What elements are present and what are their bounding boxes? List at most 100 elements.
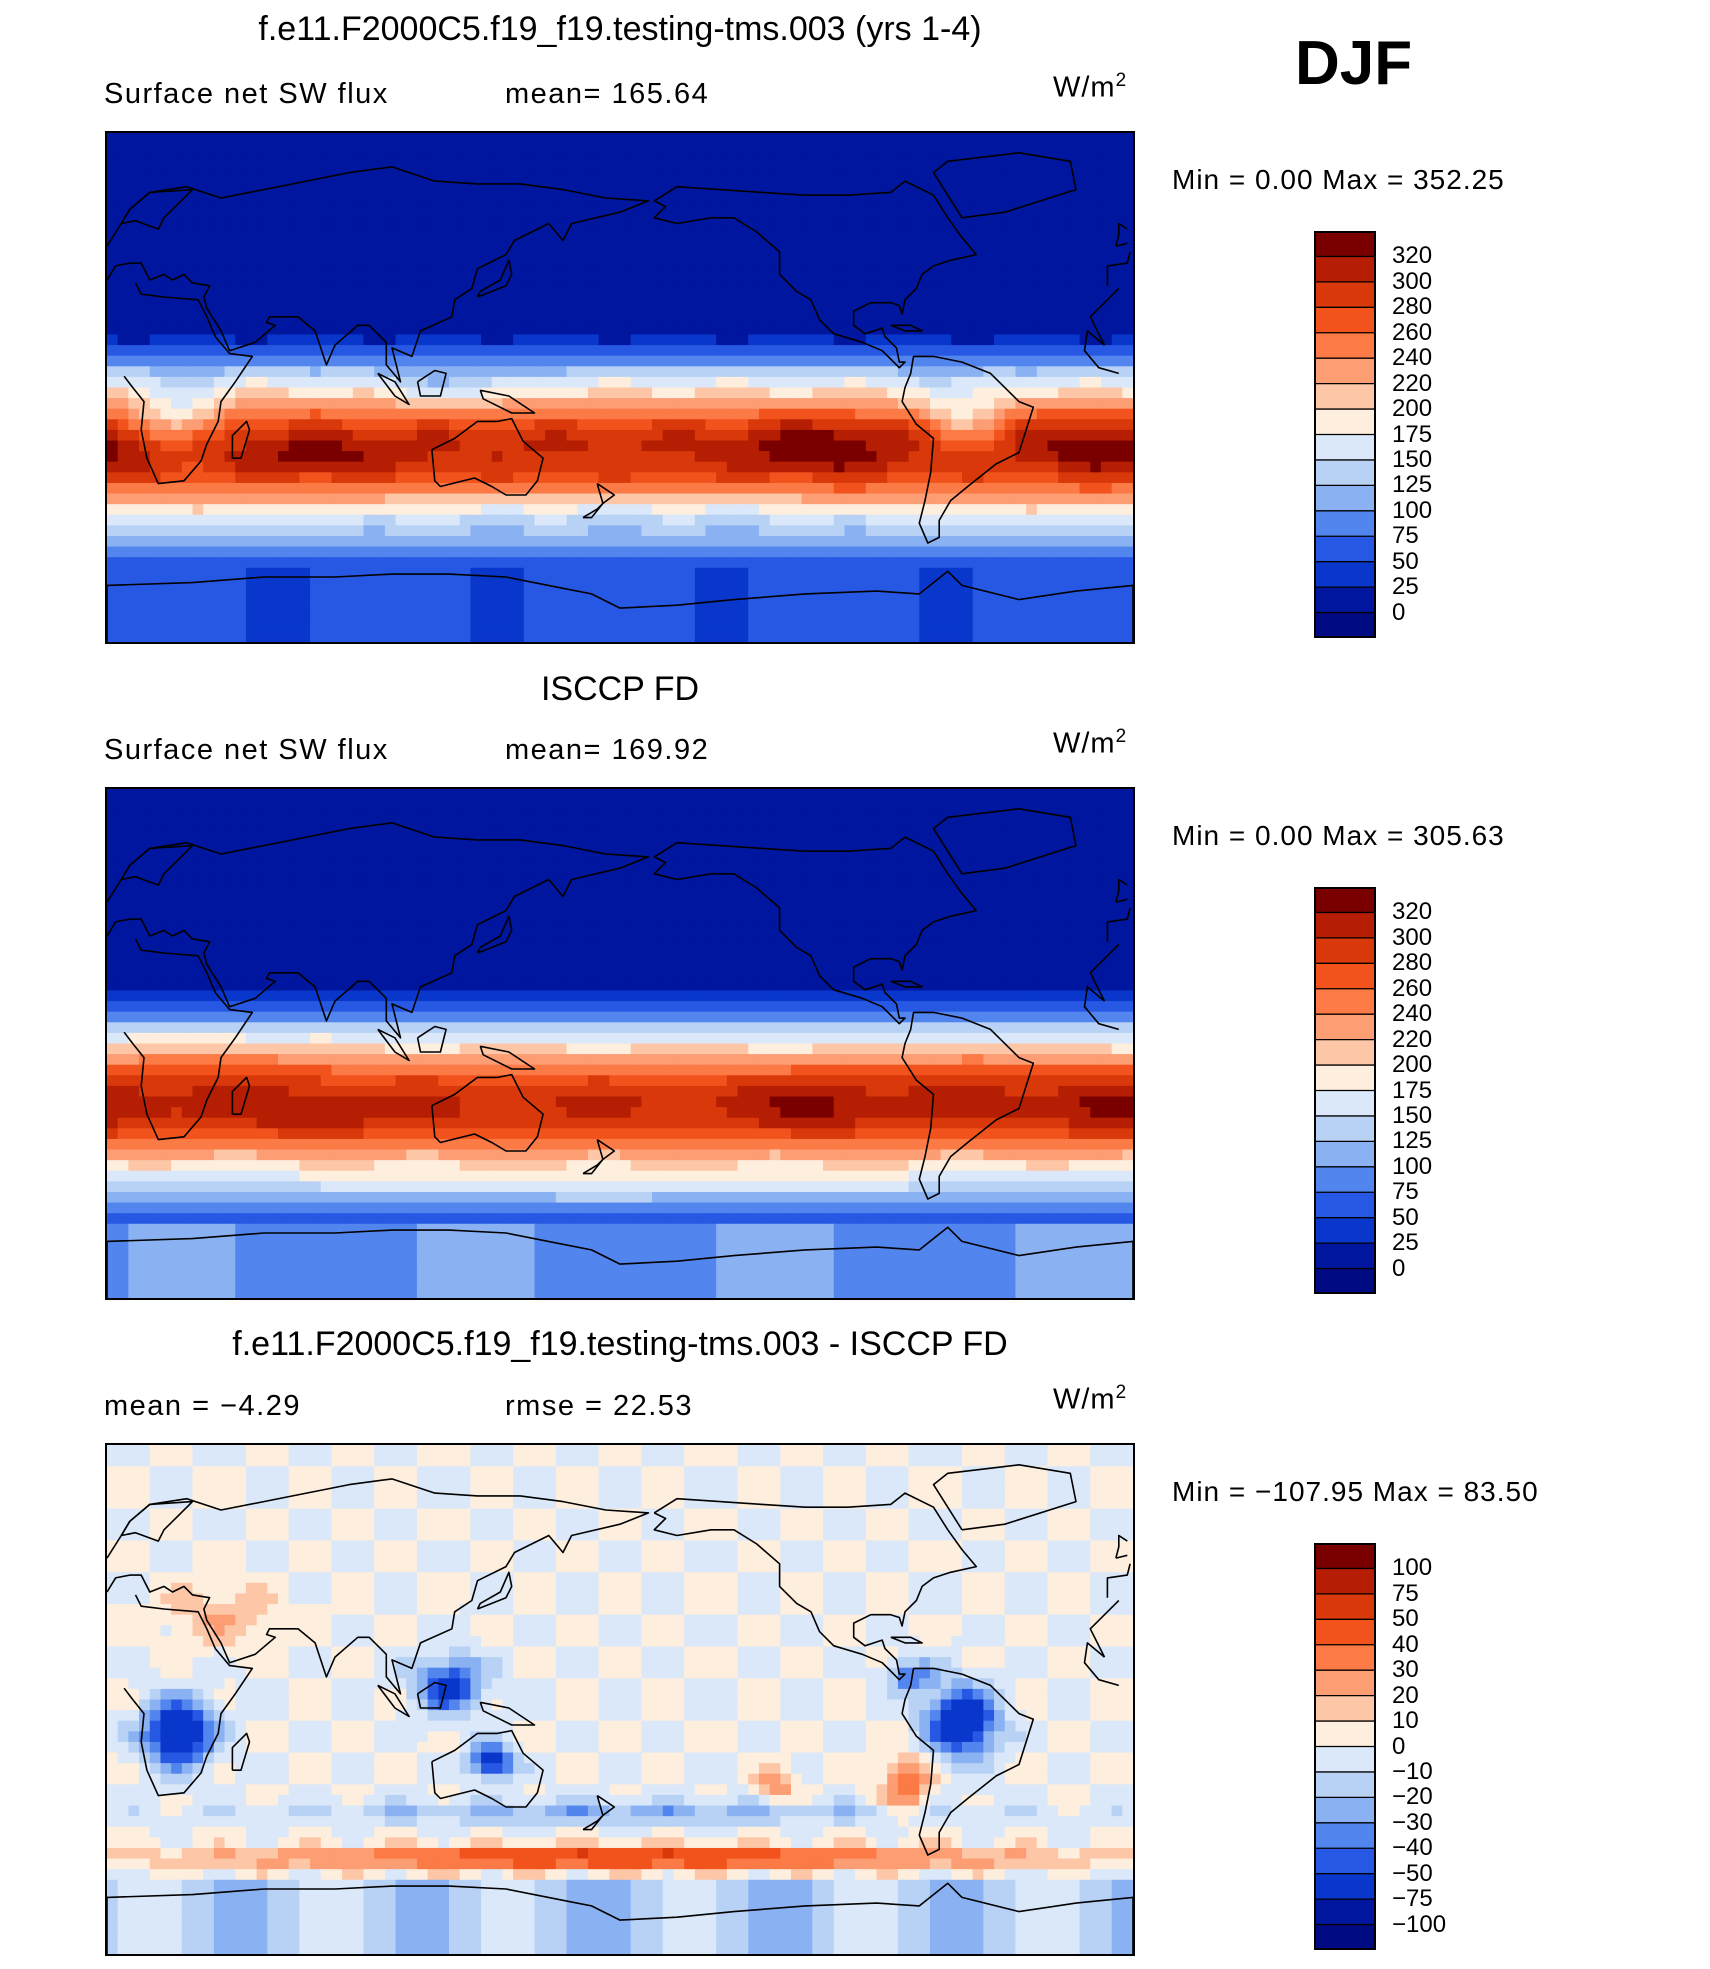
colorbar-swatch [1315,1217,1375,1244]
colorbar-tick-label: −10 [1392,1757,1433,1785]
colorbar-swatch [1315,1543,1375,1570]
colorbar-tick-label: 300 [1392,267,1433,295]
colorbar-swatch [1315,1243,1375,1270]
colorbar-tick-label: 280 [1392,293,1433,321]
colorbar-swatch [1315,1039,1375,1066]
variable-label: Surface net SW flux [104,78,389,110]
colorbar-tick-label: 220 [1392,369,1433,397]
colorbar-swatch [1315,912,1375,939]
colorbar-tick-label: 260 [1392,974,1433,1002]
colorbar-swatch [1315,1268,1375,1294]
colorbar-swatch [1315,937,1375,964]
colorbar-swatch [1315,1924,1375,1950]
colorbar-tick-label: 200 [1392,395,1433,423]
colorbar-tick-label: 200 [1392,1051,1433,1079]
mean-label: mean= 169.92 [505,734,710,766]
colorbar-swatch [1315,332,1375,359]
colorbar-tick-label: 260 [1392,318,1433,346]
colorbar-tick-label: −40 [1392,1834,1433,1862]
colorbar-swatch [1315,963,1375,990]
min-max-label: Min = 0.00 Max = 305.63 [1172,820,1505,851]
colorbar-tick-label: 150 [1392,1101,1433,1129]
colorbar-tick-label: 320 [1392,242,1433,270]
colorbar-swatch [1315,358,1375,385]
units-label: W/m2 [1053,726,1128,760]
season-label: DJF [1295,29,1413,98]
colorbar-swatch [1315,1644,1375,1671]
colorbar-swatch [1315,1670,1375,1697]
colorbar-tick-label: 10 [1392,1707,1419,1735]
map-canvas [107,1445,1133,1954]
coastlines [107,808,1133,1298]
mean-label: mean = −4.29 [104,1390,301,1422]
colorbar-tick-label: 40 [1392,1630,1419,1658]
colorbar-swatch [1315,434,1375,461]
colorbar-tick-label: 100 [1392,1554,1433,1582]
colorbar-tick-label: 240 [1392,1000,1433,1028]
colorbar-tick-label: 125 [1392,471,1433,499]
panel-title: ISCCP FD [540,670,700,708]
colorbar-tick-label: −75 [1392,1885,1433,1913]
units-label: W/m2 [1053,70,1128,104]
colorbar-swatch [1315,587,1375,614]
colorbar-swatch [1315,561,1375,588]
colorbar-swatch [1315,1568,1375,1595]
colorbar [1314,887,1376,1294]
rmse-label: rmse = 22.53 [505,1390,694,1422]
field-cells [107,133,1133,642]
colorbar-tick-label: 300 [1392,923,1433,951]
colorbar-swatch [1315,1873,1375,1900]
colorbar-tick-label: −100 [1392,1910,1447,1938]
colorbar-tick-label: 0 [1392,1732,1406,1760]
colorbar-swatch [1315,1166,1375,1193]
colorbar-tick-label: 100 [1392,496,1433,524]
colorbar-tick-label: 30 [1392,1656,1419,1684]
colorbar [1314,1543,1376,1950]
colorbar-swatch [1315,1115,1375,1142]
colorbar-swatch [1315,459,1375,486]
colorbar-tick-label: 220 [1392,1025,1433,1053]
panel-title: f.e11.F2000C5.f19_f19.testing-tms.003 (y… [258,10,982,48]
colorbar-swatch [1315,231,1375,258]
colorbar-tick-label: 50 [1392,1605,1419,1633]
colorbar-swatch [1315,1192,1375,1219]
colorbar-tick-label: 280 [1392,949,1433,977]
colorbar-swatches [1314,231,1376,638]
colorbar-swatch [1315,1090,1375,1117]
colorbar-swatch [1315,307,1375,334]
colorbar-swatch [1315,1797,1375,1824]
map-canvas [107,789,1133,1298]
units-label: W/m2 [1053,1382,1128,1416]
colorbar-tick-label: 100 [1392,1152,1433,1180]
colorbar-swatch [1315,256,1375,283]
mean-label: mean= 165.64 [505,78,710,110]
colorbar-swatch [1315,1014,1375,1041]
colorbar-swatch [1315,1593,1375,1620]
map-model [105,131,1135,644]
colorbar-swatch [1315,536,1375,563]
colorbar-tick-label: 0 [1392,598,1406,626]
colorbar-tick-label: 240 [1392,344,1433,372]
colorbar-tick-label: −30 [1392,1808,1433,1836]
colorbar [1314,231,1376,638]
map-canvas [107,133,1133,642]
colorbar-tick-label: −20 [1392,1783,1433,1811]
colorbar-swatch [1315,485,1375,512]
variable-label: Surface net SW flux [104,734,389,766]
colorbar-tick-label: 150 [1392,445,1433,473]
coastlines [107,152,1133,642]
map-difference [105,1443,1135,1956]
colorbar-tick-label: 20 [1392,1681,1419,1709]
colorbar-tick-label: 75 [1392,1178,1419,1206]
colorbar-swatch [1315,988,1375,1015]
colorbar-swatches [1314,887,1376,1294]
colorbar-tick-label: 175 [1392,1076,1433,1104]
colorbar-swatch [1315,612,1375,638]
colorbar-swatch [1315,887,1375,914]
colorbar-swatch [1315,409,1375,436]
colorbar-tick-label: 50 [1392,547,1419,575]
colorbar-swatch [1315,1848,1375,1875]
panel-title: f.e11.F2000C5.f19_f19.testing-tms.003 - … [232,1325,1008,1363]
colorbar-tick-label: 25 [1392,1229,1419,1257]
colorbar-swatch [1315,1619,1375,1646]
